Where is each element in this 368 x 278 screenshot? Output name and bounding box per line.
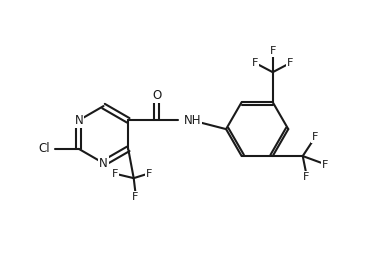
Text: NH: NH <box>184 114 201 127</box>
Text: F: F <box>252 58 258 68</box>
Text: F: F <box>287 58 293 68</box>
Text: F: F <box>303 172 309 182</box>
Text: N: N <box>99 157 108 170</box>
Text: F: F <box>132 192 139 202</box>
Text: F: F <box>269 46 276 56</box>
Text: F: F <box>322 160 328 170</box>
Text: F: F <box>146 170 152 180</box>
Text: F: F <box>312 132 319 142</box>
Text: Cl: Cl <box>38 142 50 155</box>
Text: N: N <box>74 114 83 127</box>
Text: O: O <box>152 89 162 102</box>
Text: F: F <box>112 170 118 180</box>
